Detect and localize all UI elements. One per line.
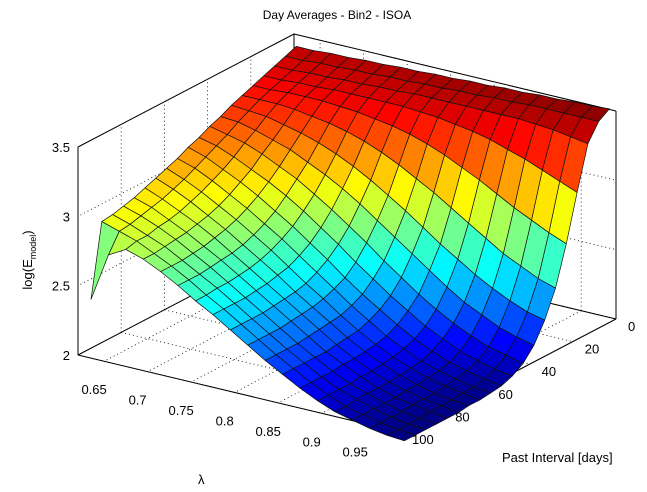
y-tick-label: 60: [498, 387, 512, 402]
left-grid-z-3: [77, 33, 295, 148]
x-tick-label: 0.7: [129, 393, 147, 408]
x-tick-label: 0.95: [343, 445, 368, 460]
x-tick-label: 0.65: [81, 382, 106, 397]
x-tick-label: 0.9: [303, 434, 321, 449]
chart-title: Day Averages - Bin2 - ISOA: [263, 8, 412, 22]
tick-labels: 0.65 0.7 0.75 0.8 0.85 0.9 0.95 0 20 40 60 80 100 2 2.…: [52, 140, 635, 460]
x-axis-line: [77, 354, 401, 433]
y-tick-label: 100: [412, 432, 434, 447]
floor-grid-x-6: [365, 310, 582, 425]
z-tick-label: 3.5: [52, 140, 70, 155]
surface-cell-18-0: [90, 221, 120, 300]
y-axis-label: Past Interval [days]: [502, 450, 613, 465]
y-tick-label: 0: [628, 319, 635, 334]
z-axis-label-sub: model: [28, 235, 38, 260]
z-tick-label: 3: [63, 209, 70, 224]
z-axis-label-main: log(E: [20, 259, 35, 290]
y-tick-label: 80: [455, 409, 469, 424]
z-tick-label: 2: [63, 348, 70, 363]
z-tick-label: 2.5: [52, 279, 70, 294]
x-tick-label: 0.8: [216, 413, 234, 428]
x-axis-label: λ: [198, 472, 205, 487]
x-tick-label: 0.85: [256, 424, 281, 439]
back-top-edge: [293, 33, 617, 112]
surface: [90, 46, 610, 442]
x-tick-label: 0.75: [168, 403, 193, 418]
z-axis-label: log(Emodel): [20, 230, 38, 289]
y-tick-label: 40: [542, 364, 556, 379]
z-axis-label-end: ): [20, 230, 35, 234]
y-tick-label: 20: [585, 342, 599, 357]
